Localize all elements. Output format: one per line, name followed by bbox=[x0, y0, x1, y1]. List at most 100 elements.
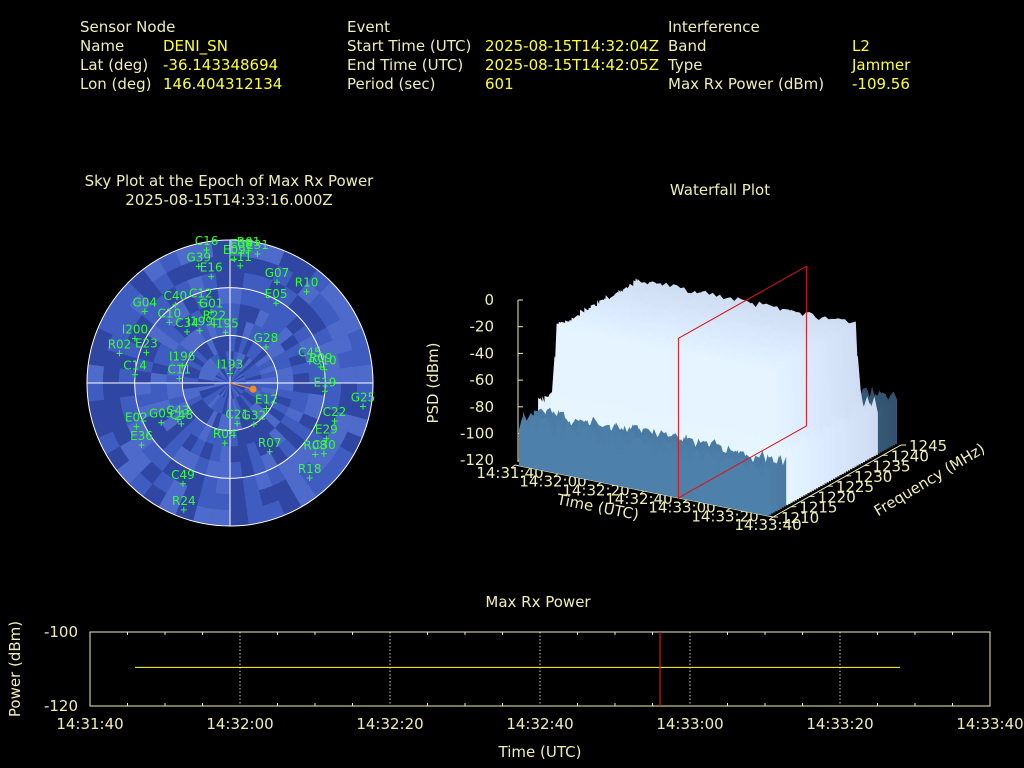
skyplot-subtitle: 2025-08-15T14:33:16.000Z bbox=[125, 191, 333, 209]
power-label: Max Rx Power (dBm) bbox=[668, 75, 825, 93]
psd-tick-label: -40 bbox=[470, 344, 495, 362]
waterfall-slice bbox=[518, 416, 770, 517]
satellite-label: R10 bbox=[295, 276, 319, 290]
start-label: Start Time (UTC) bbox=[347, 37, 472, 55]
sky-background bbox=[87, 240, 373, 526]
satellite-c34: C34 bbox=[175, 316, 199, 335]
satellite-marker bbox=[266, 448, 273, 455]
satellite-label: C11 bbox=[168, 363, 192, 377]
satellite-label: E19 bbox=[314, 375, 337, 389]
satellite-e23: E23 bbox=[135, 337, 158, 356]
satellite-i199: I199 bbox=[187, 315, 213, 334]
satellite-label: G10 bbox=[312, 354, 337, 368]
satellite-marker bbox=[211, 321, 218, 328]
x-tick-label: 14:33:40 bbox=[956, 715, 1023, 733]
satellite-marker bbox=[303, 288, 310, 295]
psd-tick-label: -80 bbox=[470, 398, 495, 416]
satellite-marker bbox=[227, 370, 233, 377]
satellite-marker bbox=[180, 506, 187, 513]
satellite-marker bbox=[208, 273, 215, 280]
psd-ticks: 0 -20 -40 -60 -80 -100 -120 bbox=[460, 291, 523, 469]
satellite-r18: R18 bbox=[298, 462, 322, 481]
start-value: 2025-08-15T14:32:04Z bbox=[485, 37, 659, 55]
satellite-label: C12 bbox=[189, 286, 213, 300]
satellite-label: C10 bbox=[158, 306, 182, 320]
satellite-marker bbox=[262, 344, 269, 351]
x-tick-label: 14:33:20 bbox=[806, 715, 873, 733]
satellite-marker bbox=[320, 450, 327, 457]
satellite-g01: G01 bbox=[199, 296, 223, 316]
satellite-label: C22 bbox=[323, 405, 347, 419]
satellite-e08: E08 bbox=[230, 237, 253, 257]
jammer-bearing-dot bbox=[249, 385, 257, 393]
event-block: Event Start Time (UTC) 2025-08-15T14:32:0… bbox=[347, 18, 667, 94]
satellite-marker bbox=[222, 329, 229, 336]
satellite-label: E36 bbox=[130, 429, 153, 443]
satellite-marker bbox=[321, 366, 328, 373]
satellite-marker bbox=[245, 247, 252, 254]
satellite-marker bbox=[172, 301, 179, 308]
y-axis-title: Power (dBm) bbox=[6, 621, 24, 717]
x-tick-label: 14:32:00 bbox=[206, 715, 273, 733]
satellite-label: C48 bbox=[169, 408, 193, 422]
satellite-marker bbox=[360, 403, 367, 410]
satellite-label: E23 bbox=[135, 337, 158, 351]
satellite-marker bbox=[176, 375, 183, 382]
lat-value: -36.143348694 bbox=[163, 56, 279, 74]
x-tick-label: 14:32:20 bbox=[356, 715, 423, 733]
satellite-label: G39 bbox=[186, 250, 211, 264]
satellite-g39: G39 bbox=[186, 250, 211, 270]
y-tick-label: -100 bbox=[44, 623, 78, 641]
satellite-marker bbox=[158, 419, 165, 426]
band-label: Band bbox=[668, 37, 707, 55]
satellite-label: C30 bbox=[312, 438, 336, 452]
satellite-r24: R24 bbox=[172, 494, 196, 513]
satellite-marker bbox=[317, 363, 324, 370]
satellite-r02: R02 bbox=[108, 337, 131, 357]
type-value: Jammer bbox=[852, 56, 911, 74]
satellite-g07: G07 bbox=[265, 266, 289, 286]
satellite-label: I200 bbox=[122, 323, 148, 337]
satellite-marker bbox=[221, 440, 228, 447]
satellite-label: G25 bbox=[351, 390, 376, 404]
satellite-label: C21 bbox=[225, 408, 249, 422]
satellite-marker bbox=[195, 263, 202, 270]
lon-label: Lon (deg) bbox=[80, 75, 152, 93]
satellite-g03: G03 bbox=[149, 407, 173, 426]
time-tick-label: 14:32:00 bbox=[519, 473, 586, 491]
satellite-marker bbox=[141, 308, 148, 315]
satellite-label: E29 bbox=[315, 423, 338, 437]
satellite-c49: C49 bbox=[171, 468, 195, 487]
satellite-label: C49 bbox=[171, 468, 195, 482]
satellite-i196: I196 bbox=[169, 350, 195, 369]
satellite-c11b: C11 bbox=[168, 363, 192, 382]
satellite-marker bbox=[132, 371, 139, 378]
type-label: Type bbox=[668, 56, 703, 74]
satellite-label: R18 bbox=[298, 462, 322, 476]
psd-tick-label: -100 bbox=[460, 425, 494, 443]
satellite-marker bbox=[231, 256, 238, 263]
satellite-r22: R22 bbox=[203, 309, 226, 328]
satellite-marker bbox=[331, 418, 338, 425]
interference-heading: Interference bbox=[668, 18, 760, 36]
frequency-tick-label: 1210 bbox=[781, 509, 819, 527]
satellite-marker bbox=[143, 349, 150, 356]
time-tick-label: 14:33:00 bbox=[648, 499, 715, 517]
y-tick-label: -120 bbox=[44, 697, 78, 715]
satellite-marker bbox=[178, 420, 185, 427]
satellite-e05: E05 bbox=[265, 287, 288, 307]
frequency-tick-label: 1230 bbox=[854, 468, 892, 486]
satellite-marker bbox=[131, 335, 138, 342]
period-value: 601 bbox=[485, 75, 514, 93]
satellite-label: E16 bbox=[200, 261, 223, 275]
satellite-marker bbox=[208, 309, 215, 316]
satellite-label: G32 bbox=[242, 408, 267, 422]
satellite-e36: E36 bbox=[130, 429, 153, 448]
lon-value: 146.404312134 bbox=[163, 75, 283, 93]
time-ticks: 14:31:4014:32:0014:32:2014:32:4014:33:00… bbox=[476, 464, 801, 534]
satellite-r08: R08 bbox=[303, 438, 327, 458]
frequency-tick-label: 1235 bbox=[872, 458, 910, 476]
satellite-marker bbox=[263, 405, 270, 412]
satellite-label: E02 bbox=[125, 411, 148, 425]
